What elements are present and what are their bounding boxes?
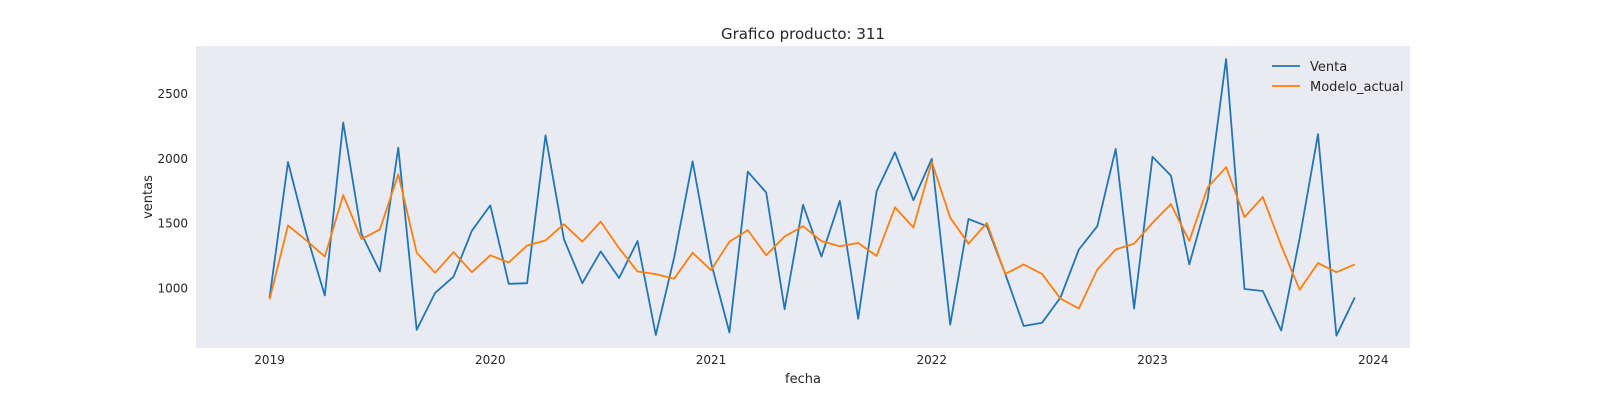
legend-label: Venta [1310, 60, 1347, 75]
x-tick-label: 2021 [696, 353, 727, 367]
legend: Venta Modelo_actual [1272, 60, 1404, 95]
chart-title: Grafico producto: 311 [721, 25, 885, 43]
x-axis-ticks: 2019 2020 2021 2022 2023 2024 [254, 353, 1388, 367]
legend-label: Modelo_actual [1310, 80, 1404, 95]
x-tick-label: 2022 [916, 353, 947, 367]
series-line-modelo-actual [268, 161, 1356, 310]
series-layer [268, 58, 1356, 337]
x-tick-label: 2020 [475, 353, 506, 367]
y-axis-ticks: 1000 1500 2000 2500 [157, 87, 188, 295]
x-tick-label: 2023 [1137, 353, 1168, 367]
y-tick-label: 1500 [157, 217, 188, 231]
y-axis-label: ventas [141, 175, 156, 219]
series-line-venta [268, 58, 1356, 337]
y-tick-label: 2500 [157, 87, 188, 101]
x-axis-label: fecha [785, 372, 821, 387]
x-tick-label: 2019 [254, 353, 285, 367]
y-tick-label: 1000 [157, 281, 188, 295]
x-tick-label: 2024 [1358, 353, 1389, 367]
y-tick-label: 2000 [157, 152, 188, 166]
